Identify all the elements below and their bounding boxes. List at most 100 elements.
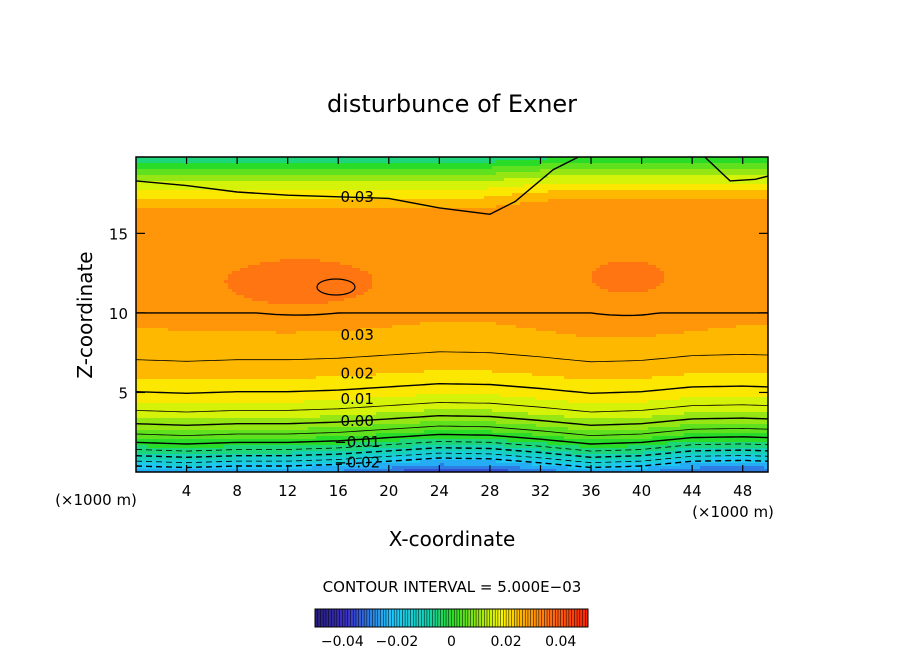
colorbar-cell (366, 609, 370, 627)
colorbar-cell (506, 609, 510, 627)
colorbar-tick-label: 0.04 (545, 634, 576, 650)
colorbar-cell (364, 609, 368, 627)
colorbar-cell (448, 609, 452, 627)
colorbar-cell (462, 609, 466, 627)
colorbar-cell (467, 609, 471, 627)
colorbar-cell (317, 609, 321, 627)
colorbar-cell (358, 609, 362, 627)
contour-line (136, 433, 768, 445)
x-tick-label: 36 (581, 482, 600, 500)
colorbar-cell (385, 609, 390, 627)
contour-line (704, 157, 768, 182)
colorbar-cell (549, 609, 553, 627)
colorbar-cell (541, 609, 545, 627)
colorbar-cell (511, 609, 515, 627)
colorbar-tick-label: −0.02 (375, 634, 418, 650)
contour-line (136, 402, 768, 413)
colorbar-cell (315, 609, 319, 627)
colorbar-cell (320, 609, 324, 627)
colorbar-cell (555, 609, 559, 627)
colorbar-cell (571, 609, 575, 627)
colorbar (314, 608, 589, 628)
colorbar-cell (432, 609, 436, 627)
colorbar-cell (538, 609, 542, 627)
colorbar-cell (517, 609, 521, 627)
colorbar-cell (514, 609, 518, 627)
colorbar-cell (405, 609, 409, 627)
x-axis-label: X-coordinate (389, 527, 516, 551)
y-axis-ticks: 5 10 15 (109, 225, 768, 402)
colorbar-cell (375, 609, 379, 627)
colorbar-cell (334, 609, 338, 627)
colorbar-cell (336, 609, 340, 627)
y-tick-label: 10 (109, 305, 128, 323)
x-tick-label: 40 (632, 482, 651, 500)
colorbar-cell (582, 609, 586, 627)
contour-line (136, 446, 768, 459)
x-axis-ticks: 4 8 12 16 20 24 28 32 36 40 44 48 (182, 157, 752, 500)
colorbar-cell (377, 609, 381, 627)
plot-frame (135, 156, 769, 473)
x-tick-label: 20 (379, 482, 398, 500)
colorbar-cell (440, 609, 444, 627)
colorbar-cell (328, 609, 332, 627)
colorbar-cell (533, 609, 537, 627)
colorbar-cell (500, 609, 504, 627)
colorbar-cell (585, 609, 589, 627)
colorbar-cell (459, 609, 463, 627)
x-tick-label: 32 (531, 482, 550, 500)
colorbar-cell (577, 609, 581, 627)
colorbar-cell (530, 609, 534, 627)
contour-line (136, 457, 768, 469)
colorbar-cell (489, 609, 493, 627)
colorbar-cell (492, 609, 496, 627)
contour-closed-max (316, 278, 356, 296)
y-tick-label: 15 (109, 225, 128, 243)
colorbar-cell (388, 609, 392, 627)
contour-fills (136, 157, 768, 472)
x-tick-label: 48 (733, 482, 752, 500)
colorbar-cell (372, 609, 376, 627)
colorbar-cell (446, 609, 450, 627)
colorbar-cell (486, 609, 491, 627)
x-tick-label: 8 (232, 482, 242, 500)
colorbar-cell (347, 609, 351, 627)
colorbar-cell (451, 609, 455, 627)
colorbar-cell (568, 609, 572, 627)
colorbar-cell (497, 609, 501, 627)
contour-line (136, 382, 768, 395)
colorbar-cell (355, 609, 359, 627)
colorbar-cell (574, 609, 578, 627)
contour-line (136, 157, 579, 216)
colorbar-cell (557, 609, 561, 627)
colorbar-cell (426, 609, 430, 627)
colorbar-cell (437, 609, 441, 627)
colorbar-cell (579, 609, 583, 627)
colorbar-cell (560, 609, 564, 627)
contour-line (136, 312, 768, 317)
x-tick-label: 4 (182, 482, 192, 500)
contour-line (136, 441, 768, 452)
x-tick-label: 28 (480, 482, 499, 500)
y-axis-label: Z-coordinate (73, 251, 97, 378)
colorbar-cell (527, 609, 531, 627)
colorbar-cell (325, 609, 329, 627)
colorbar-cell (470, 609, 474, 627)
colorbar-tick-labels: −0.04 −0.02 0 0.02 0.04 (321, 634, 577, 650)
colorbar-cell (476, 609, 480, 627)
colorbar-cell (410, 609, 414, 627)
colorbar-cell (361, 609, 365, 627)
colorbar-cell (342, 609, 346, 627)
colorbar-cell (339, 609, 343, 627)
colorbar-cell (495, 609, 499, 627)
colorbar-cell (407, 609, 411, 627)
contour-line (136, 414, 768, 427)
contour-label: 0.03 (340, 188, 373, 206)
colorbar-tick-label: 0 (447, 634, 456, 650)
colorbar-cell (396, 609, 400, 627)
colorbar-cell (429, 609, 433, 627)
colorbar-cell (424, 609, 428, 627)
x-tick-label: 24 (430, 482, 449, 500)
colorbar-cell (563, 609, 567, 627)
colorbar-cell (350, 609, 354, 627)
